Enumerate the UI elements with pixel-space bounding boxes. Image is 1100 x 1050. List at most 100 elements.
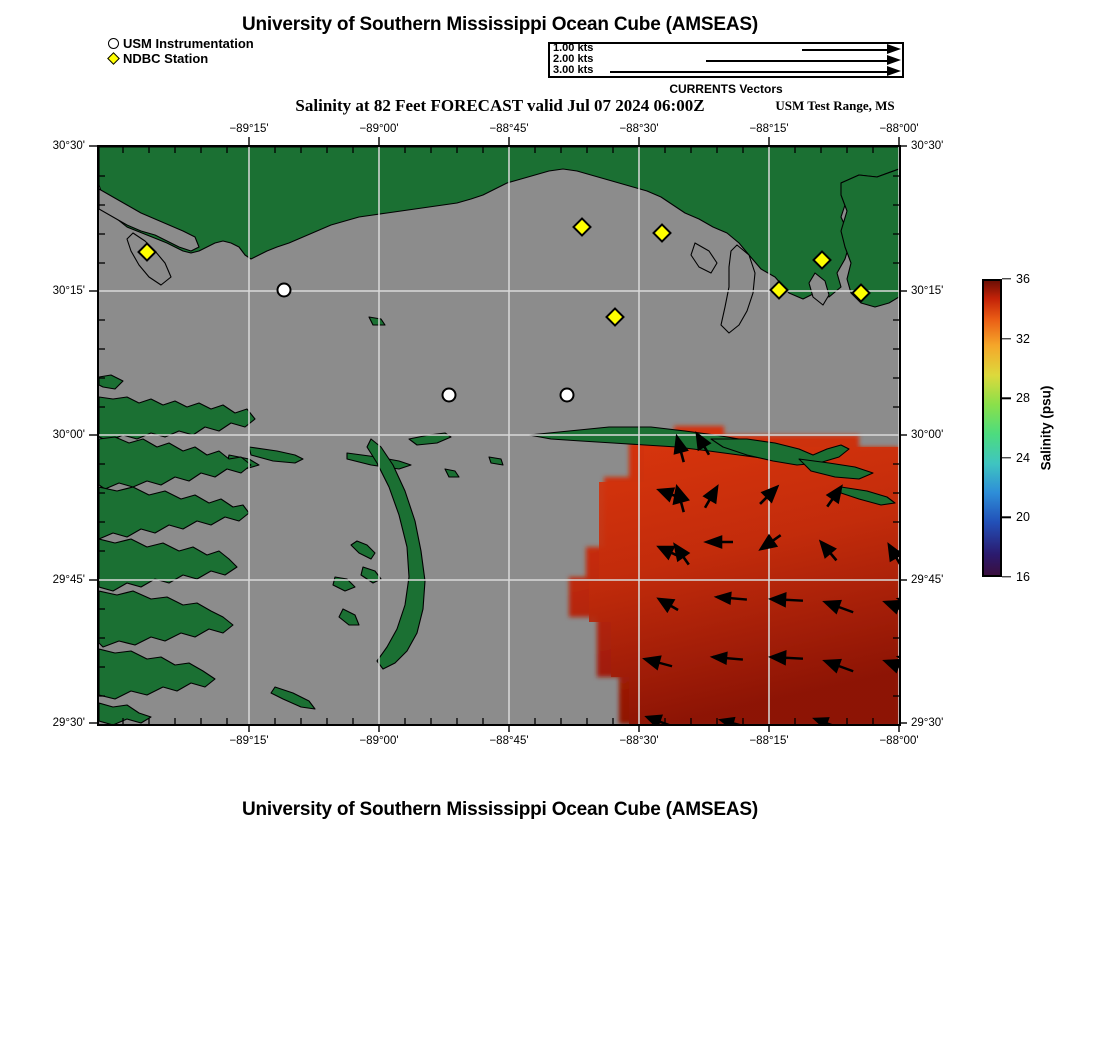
ndbc-station-marker	[652, 223, 672, 243]
ticks-bottom	[122, 718, 874, 724]
ndbc-station-marker	[812, 250, 832, 270]
colorbar-tick-label: 36	[1016, 272, 1030, 286]
colorbar-tick-label: 32	[1016, 331, 1030, 346]
region-label: USM Test Range, MS	[775, 98, 895, 113]
legend-label-ndbc: NDBC Station	[123, 51, 209, 66]
colorbar-tick	[1002, 457, 1011, 459]
lon-tick-bottom: −88°15'	[749, 735, 789, 747]
land-polygons	[99, 147, 899, 724]
vector-legend-label-1: 1.00 kts	[553, 42, 594, 54]
chandeleur-islet-2	[360, 566, 382, 584]
colorbar-tick-label: 20	[1016, 510, 1030, 525]
delta-marsh-fringe	[99, 702, 152, 724]
inland-water	[99, 188, 830, 334]
ndbc-station-markers[interactable]	[137, 217, 871, 327]
barrier-island-se	[798, 458, 874, 480]
colorbar-tick	[1002, 278, 1011, 280]
lat-tick-right: 30°15'	[911, 285, 944, 297]
islet-c	[368, 316, 386, 326]
footer-title: University of Southern Mississippi Ocean…	[241, 799, 758, 820]
colorbar-tick-label: 16	[1016, 570, 1030, 584]
lat-tick-left: 30°15'	[52, 285, 85, 297]
delta-marsh-tip	[99, 648, 216, 700]
chandeleur-islet-4	[338, 608, 360, 626]
colorbar-tick	[1002, 516, 1011, 519]
lat-tick-left: 29°45'	[52, 574, 85, 586]
colorbar-tick-label: 24	[1016, 450, 1030, 465]
lon-tick-top: −88°30'	[619, 123, 659, 135]
chandeleur-arc	[366, 438, 426, 670]
legend-label-usm: USM Instrumentation	[123, 36, 254, 51]
barrier-island-far-se	[840, 486, 896, 506]
usm-station-marker	[559, 387, 575, 403]
lat-tick-left: 30°30'	[52, 140, 85, 152]
ndbc-station-marker	[769, 280, 789, 300]
usm-station-marker	[441, 387, 457, 403]
colorbar-gradient	[982, 279, 1002, 577]
map-canvas	[99, 147, 899, 724]
legend-item-ndbc: NDBC Station	[107, 51, 254, 66]
vector-legend-row: 2.00 kts	[550, 53, 902, 66]
lat-tick-left: 30°00'	[52, 429, 85, 441]
lat-tick-right: 29°30'	[911, 717, 944, 729]
water-bay-mid	[690, 242, 718, 274]
colorbar-tick-label: 28	[1016, 391, 1030, 406]
colorbar-title: Salinity (psu)	[1038, 385, 1054, 471]
vector-legend-caption: CURRENTS Vectors	[669, 82, 783, 96]
vector-legend-row: 3.00 kts	[550, 64, 902, 77]
lon-tick-bottom: −88°45'	[489, 735, 529, 747]
current-vector-legend: 1.00 kts 2.00 kts 3.00 kts	[548, 42, 904, 78]
usm-station-marker	[276, 282, 292, 298]
vector-legend-label-3: 3.00 kts	[553, 64, 594, 76]
ticks-left	[99, 175, 105, 697]
lon-tick-bottom: −88°00'	[879, 735, 919, 747]
colorbar-tick	[1002, 576, 1011, 578]
current-vectors	[642, 431, 899, 724]
lat-tick-right: 29°45'	[911, 574, 944, 586]
legend-item-usm: USM Instrumentation	[108, 36, 254, 51]
colorbar-tick	[1002, 337, 1011, 340]
map-graphics	[99, 147, 899, 724]
islet-b	[488, 456, 504, 466]
vector-legend-label-2: 2.00 kts	[553, 53, 594, 65]
vector-legend-row: 1.00 kts	[550, 42, 902, 55]
lon-tick-top: −89°15'	[229, 123, 269, 135]
plot-subtitle: Salinity at 82 Feet FORECAST valid Jul 0…	[295, 96, 705, 115]
circle-marker-icon	[108, 38, 119, 49]
delta-marsh-lower	[99, 538, 238, 592]
lon-tick-bottom: −88°30'	[619, 735, 659, 747]
delta-marsh-upper	[99, 436, 252, 490]
colorbar-tick	[1002, 397, 1011, 399]
coastline-east	[840, 168, 899, 308]
islet-a	[444, 468, 460, 478]
diamond-marker-icon	[107, 52, 120, 65]
vector-legend-line-1	[802, 49, 888, 51]
chandeleur-islet-5	[270, 686, 316, 710]
vector-legend-line-3	[610, 71, 888, 73]
barrier-island-dauphin	[710, 438, 850, 466]
salinity-field-core	[589, 447, 899, 724]
arrowhead-icon	[887, 55, 901, 65]
ndbc-station-marker	[572, 217, 592, 237]
delta-marsh-south	[99, 590, 234, 648]
ndbc-station-marker	[851, 283, 871, 303]
barrier-island-cat	[248, 446, 304, 464]
usm-station-markers[interactable]	[276, 282, 575, 403]
ndbc-station-marker	[137, 242, 157, 262]
page-title: University of Southern Mississippi Ocean…	[241, 14, 758, 35]
marker-legend: USM Instrumentation NDBC Station	[107, 36, 254, 66]
lat-tick-left: 29°30'	[52, 717, 85, 729]
lon-tick-top: −88°45'	[489, 123, 529, 135]
water-bay-east	[808, 272, 830, 306]
chandeleur-islet-1	[350, 540, 376, 560]
axis-minor-ticks	[99, 147, 899, 724]
lon-tick-top: −88°00'	[879, 123, 919, 135]
vector-legend-line-2	[706, 60, 888, 62]
delta-marsh-mid	[99, 486, 250, 540]
lon-tick-bottom: −89°00'	[359, 735, 399, 747]
lon-tick-top: −89°00'	[359, 123, 399, 135]
ndbc-station-marker	[605, 307, 625, 327]
ticks-top	[122, 147, 874, 153]
map-plot-area[interactable]	[97, 145, 901, 726]
delta-marsh-north	[99, 396, 256, 442]
